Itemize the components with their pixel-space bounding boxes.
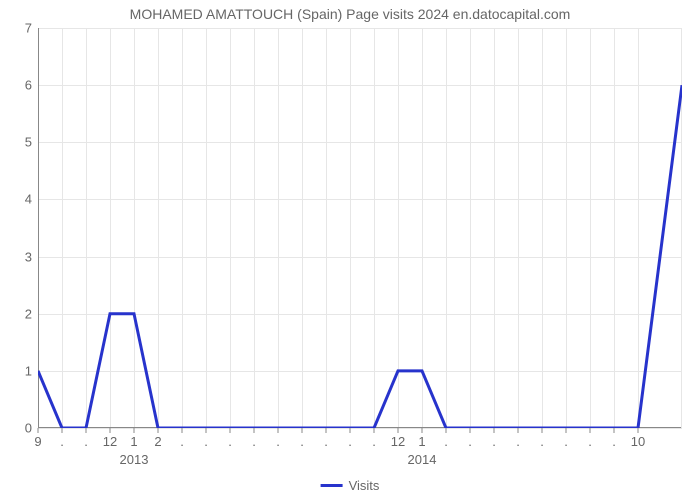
- x-tick-label: .: [372, 434, 376, 449]
- y-tick-label: 7: [14, 21, 32, 36]
- x-tick-mark: [566, 428, 567, 433]
- x-tick-label: 12: [391, 434, 405, 449]
- x-tick-mark: [158, 428, 159, 433]
- x-tick-mark: [62, 428, 63, 433]
- x-tick-mark: [38, 428, 39, 433]
- x-tick-mark: [254, 428, 255, 433]
- legend-swatch: [321, 484, 343, 487]
- x-tick-mark: [134, 428, 135, 433]
- y-tick-label: 2: [14, 306, 32, 321]
- x-tick-mark: [542, 428, 543, 433]
- x-tick-mark: [494, 428, 495, 433]
- y-tick-label: 3: [14, 249, 32, 264]
- x-tick-label: .: [300, 434, 304, 449]
- x-tick-label: 1: [130, 434, 137, 449]
- x-tick-mark: [638, 428, 639, 433]
- x-tick-label: 12: [103, 434, 117, 449]
- x-tick-label: .: [180, 434, 184, 449]
- visits-line-series: [38, 28, 682, 428]
- x-tick-label: .: [276, 434, 280, 449]
- x-tick-label: .: [612, 434, 616, 449]
- legend-label: Visits: [349, 478, 380, 493]
- x-tick-mark: [518, 428, 519, 433]
- x-tick-mark: [230, 428, 231, 433]
- x-tick-label: .: [204, 434, 208, 449]
- x-tick-mark: [278, 428, 279, 433]
- y-tick-label: 0: [14, 421, 32, 436]
- x-tick-label: 2: [154, 434, 161, 449]
- gridline-horizontal: [38, 428, 682, 429]
- x-tick-label: .: [84, 434, 88, 449]
- x-tick-label: .: [492, 434, 496, 449]
- x-tick-label: 1: [418, 434, 425, 449]
- plot-area: [38, 28, 682, 428]
- x-year-label: 2014: [408, 452, 437, 467]
- x-tick-label: .: [348, 434, 352, 449]
- x-tick-mark: [590, 428, 591, 433]
- x-tick-mark: [614, 428, 615, 433]
- y-tick-label: 5: [14, 135, 32, 150]
- x-tick-label: .: [468, 434, 472, 449]
- x-tick-mark: [422, 428, 423, 433]
- x-tick-label: .: [588, 434, 592, 449]
- x-tick-label: .: [60, 434, 64, 449]
- y-tick-label: 6: [14, 78, 32, 93]
- visits-polyline: [38, 85, 682, 428]
- x-tick-mark: [182, 428, 183, 433]
- x-tick-mark: [110, 428, 111, 433]
- x-tick-label: .: [252, 434, 256, 449]
- chart-legend: Visits: [321, 478, 380, 493]
- y-tick-label: 4: [14, 192, 32, 207]
- y-tick-label: 1: [14, 363, 32, 378]
- x-tick-label: 9: [34, 434, 41, 449]
- x-tick-mark: [398, 428, 399, 433]
- x-tick-label: 10: [631, 434, 645, 449]
- x-year-label: 2013: [120, 452, 149, 467]
- x-tick-label: .: [564, 434, 568, 449]
- x-tick-label: .: [540, 434, 544, 449]
- x-tick-label: .: [228, 434, 232, 449]
- x-tick-mark: [374, 428, 375, 433]
- x-tick-label: .: [324, 434, 328, 449]
- x-tick-mark: [350, 428, 351, 433]
- x-tick-label: .: [516, 434, 520, 449]
- x-tick-mark: [302, 428, 303, 433]
- x-tick-mark: [446, 428, 447, 433]
- chart-title: MOHAMED AMATTOUCH (Spain) Page visits 20…: [0, 0, 700, 22]
- x-tick-mark: [206, 428, 207, 433]
- x-tick-mark: [470, 428, 471, 433]
- x-tick-mark: [86, 428, 87, 433]
- x-tick-mark: [326, 428, 327, 433]
- x-tick-label: .: [444, 434, 448, 449]
